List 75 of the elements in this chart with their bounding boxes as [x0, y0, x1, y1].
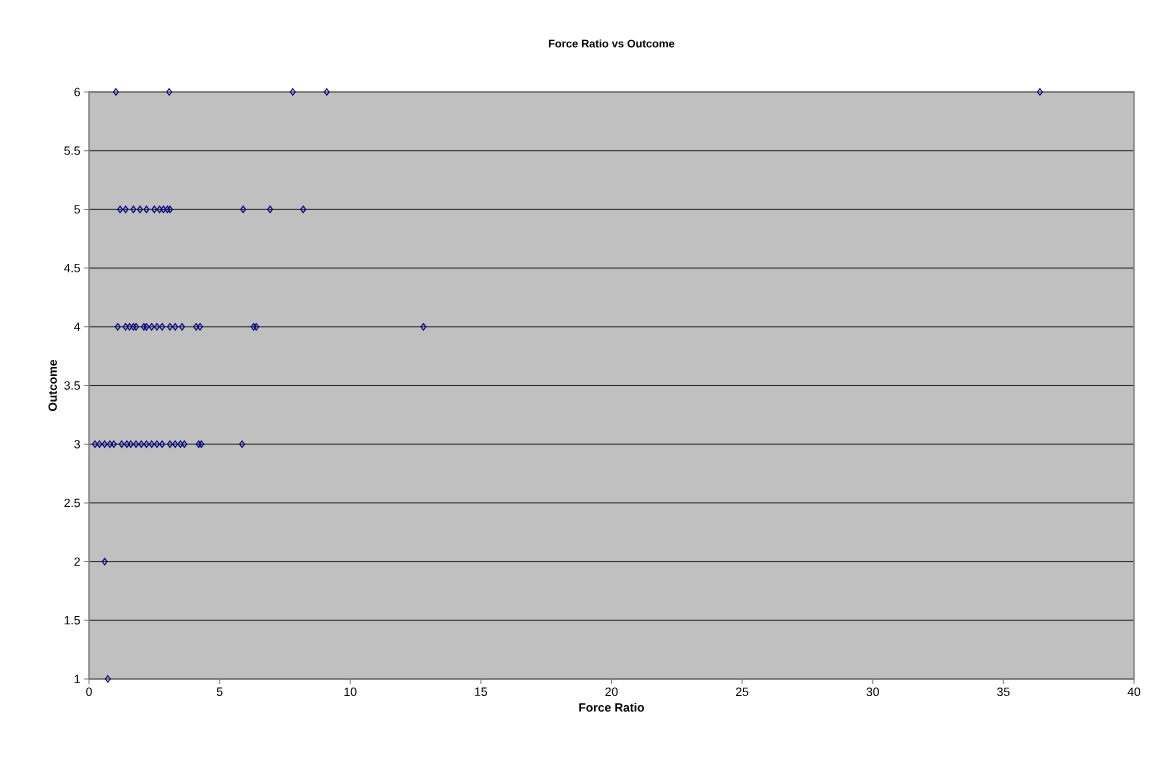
point: [289, 88, 296, 96]
y-tick-label: 3.5: [64, 381, 80, 390]
x-tick-label: 15: [475, 687, 488, 696]
point: [110, 440, 117, 448]
point: [153, 440, 160, 448]
x-tick-label: 35: [997, 687, 1010, 697]
point: [104, 675, 111, 683]
x-tick-label: 0: [86, 687, 92, 697]
point: [143, 323, 150, 331]
point: [127, 440, 134, 448]
point: [166, 88, 173, 96]
point: [133, 323, 139, 331]
point: [172, 440, 179, 448]
point: [181, 440, 188, 448]
point: [117, 205, 124, 214]
point: [167, 323, 173, 331]
point: [179, 323, 185, 331]
point: [323, 88, 330, 96]
point: [250, 323, 257, 331]
point: [143, 440, 150, 448]
y-tick-label: 6: [74, 87, 80, 97]
point: [177, 440, 184, 448]
point: [122, 323, 129, 331]
x-tick-label: 10: [344, 687, 357, 697]
point: [122, 205, 129, 214]
x-axis-title: Force Ratio: [579, 702, 645, 712]
point: [130, 205, 137, 214]
y-tick-label: 1.5: [64, 616, 80, 625]
y-tick-label: 1: [74, 674, 80, 684]
point: [156, 205, 163, 214]
point: [300, 205, 307, 214]
point: [193, 323, 200, 331]
y-tick-label: 2: [74, 557, 80, 566]
point: [138, 440, 145, 448]
point: [114, 323, 121, 331]
point: [420, 323, 427, 331]
x-tick-label: 25: [736, 687, 749, 697]
point: [106, 440, 113, 448]
point: [112, 88, 119, 96]
x-tick-label: 30: [866, 687, 879, 697]
point: [101, 557, 108, 566]
point: [240, 205, 247, 214]
y-tick-label: 2.5: [64, 498, 80, 508]
point: [118, 440, 125, 448]
point: [151, 205, 158, 214]
point: [101, 440, 108, 448]
point: [148, 323, 155, 331]
point: [239, 440, 246, 448]
x-tick-label: 40: [1127, 687, 1141, 697]
point: [123, 440, 130, 448]
point: [96, 440, 103, 448]
point: [92, 440, 98, 448]
point: [133, 440, 139, 448]
y-tick-label: 4.5: [64, 263, 80, 273]
x-tick-label: 20: [605, 687, 618, 697]
chart-title: Force Ratio vs Outcome: [548, 39, 675, 48]
y-tick-label: 5: [74, 205, 80, 214]
point: [130, 323, 137, 331]
y-tick-label: 4: [74, 322, 81, 331]
point: [140, 323, 147, 331]
point: [1036, 88, 1043, 96]
point: [253, 323, 260, 331]
point: [159, 323, 166, 331]
y-tick-label: 5.5: [64, 146, 80, 155]
point: [197, 323, 203, 331]
point: [148, 440, 155, 448]
x-tick-label: 5: [216, 687, 223, 696]
y-tick-label: 3: [74, 439, 80, 449]
point: [143, 205, 150, 214]
point: [160, 205, 167, 214]
point: [153, 323, 160, 331]
point: [167, 440, 173, 448]
point: [159, 440, 166, 448]
y-axis-title: Outcome: [48, 359, 57, 412]
point: [172, 323, 179, 331]
